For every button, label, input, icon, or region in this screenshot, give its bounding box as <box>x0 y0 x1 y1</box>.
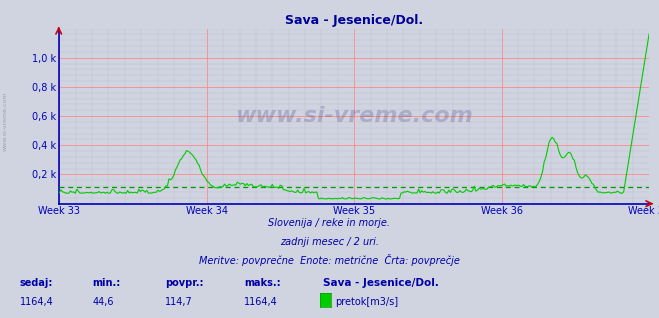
Text: 44,6: 44,6 <box>92 297 114 307</box>
Title: Sava - Jesenice/Dol.: Sava - Jesenice/Dol. <box>285 14 423 27</box>
Text: zadnji mesec / 2 uri.: zadnji mesec / 2 uri. <box>280 237 379 247</box>
Text: pretok[m3/s]: pretok[m3/s] <box>335 297 398 307</box>
Text: povpr.:: povpr.: <box>165 278 203 288</box>
Text: sedaj:: sedaj: <box>20 278 53 288</box>
Text: maks.:: maks.: <box>244 278 281 288</box>
Text: Slovenija / reke in morje.: Slovenija / reke in morje. <box>268 218 391 228</box>
Text: www.si-vreme.com: www.si-vreme.com <box>235 106 473 126</box>
Text: 1164,4: 1164,4 <box>244 297 277 307</box>
Text: Meritve: povprečne  Enote: metrične  Črta: povprečje: Meritve: povprečne Enote: metrične Črta:… <box>199 254 460 266</box>
Text: 1164,4: 1164,4 <box>20 297 53 307</box>
Text: min.:: min.: <box>92 278 121 288</box>
Text: www.si-vreme.com: www.si-vreme.com <box>3 91 8 151</box>
Text: 114,7: 114,7 <box>165 297 192 307</box>
Text: Sava - Jesenice/Dol.: Sava - Jesenice/Dol. <box>323 278 439 288</box>
